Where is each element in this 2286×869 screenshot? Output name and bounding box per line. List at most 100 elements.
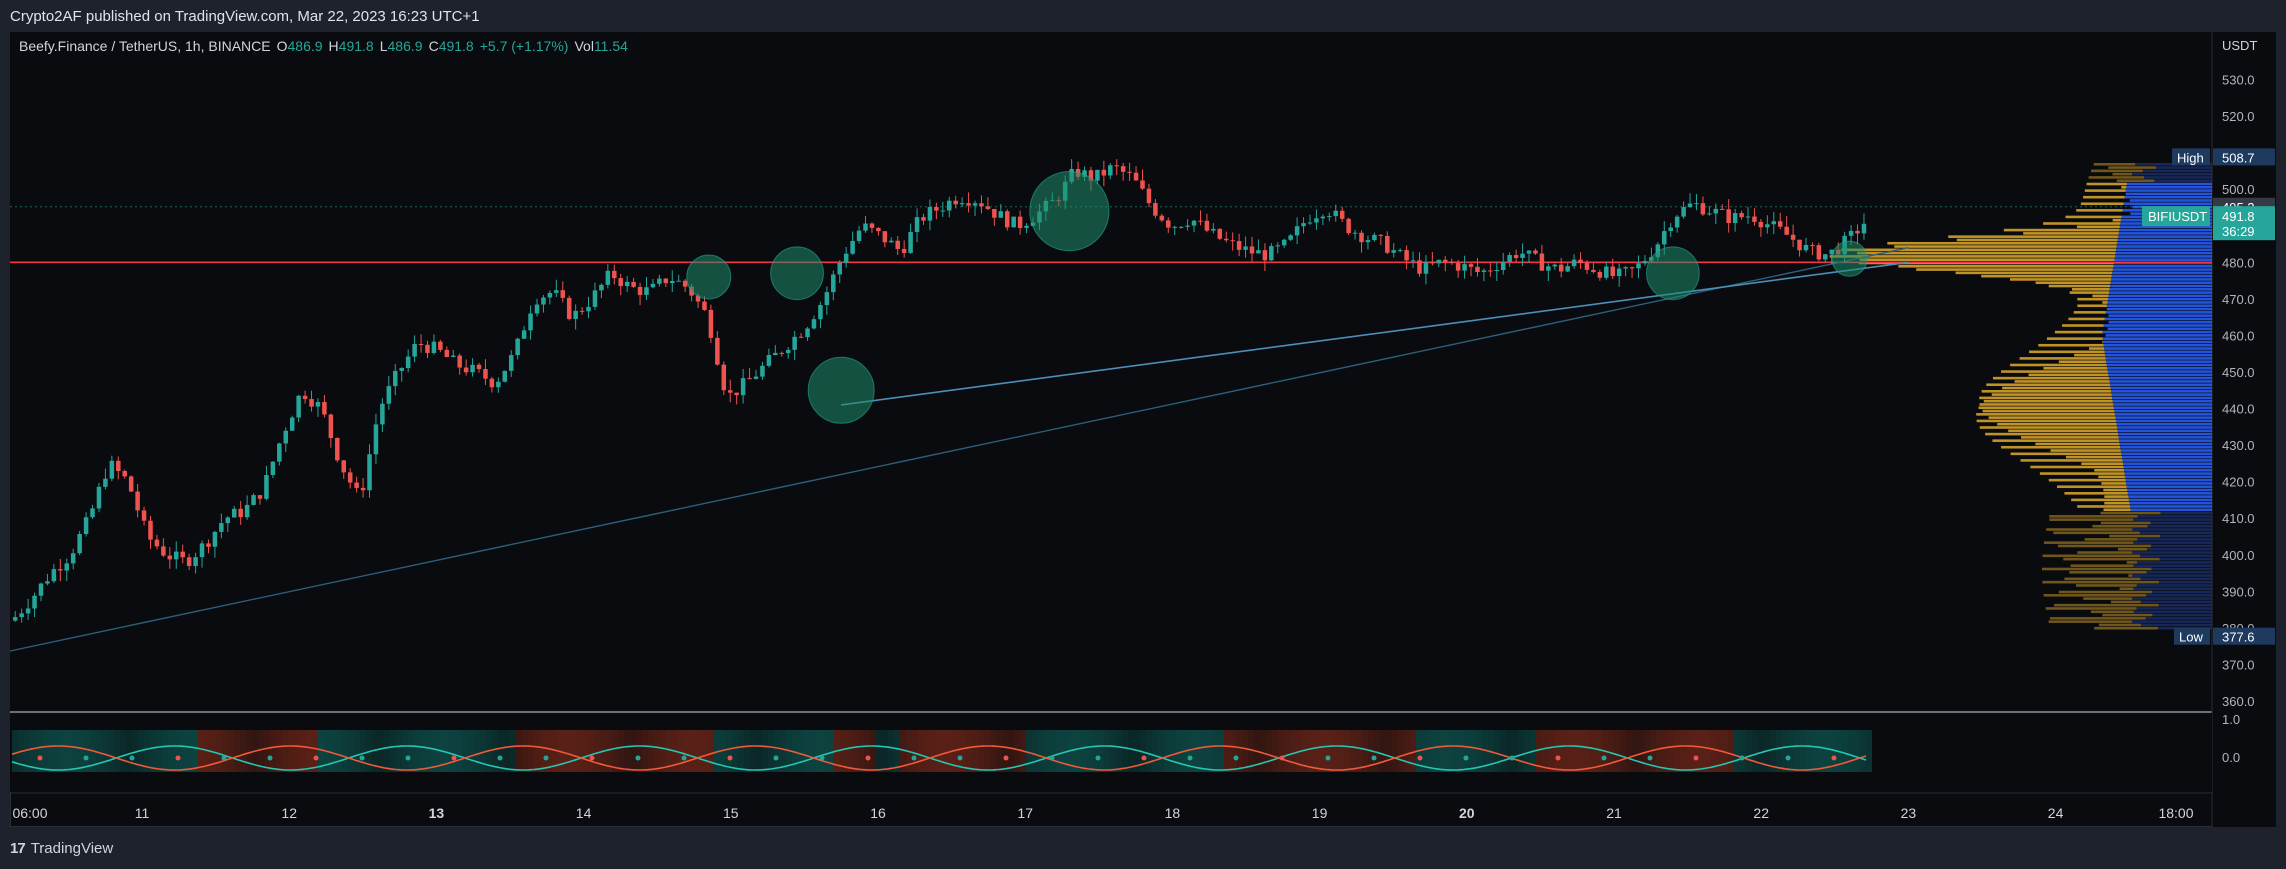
oscillator-band [408,730,414,772]
oscillator-band [1248,730,1254,772]
oscillator-band [1362,730,1368,772]
volume-profile-bar [2133,541,2212,544]
volume-profile-bar [1948,235,2119,238]
volume-profile-bar [2136,607,2212,610]
oscillator-band [984,730,990,772]
candle-body [1166,220,1171,228]
volume-profile-bar [2116,179,2155,183]
footer: 17 TradingView [0,827,2286,869]
oscillator-band [1056,730,1062,772]
oscillator-dot [1785,755,1791,761]
volume-value: 11.54 [593,38,628,54]
oscillator-band [186,730,192,772]
candle-body [1455,263,1461,271]
volume-profile-bar [2107,366,2212,370]
volume-profile-bar [2070,564,2134,567]
oscillator-dot [1831,755,1837,761]
volume-profile-bar [2130,508,2212,512]
candle-body [1281,239,1287,246]
candle-body [612,270,617,279]
oscillator-dot [221,755,227,761]
oscillator-band [1572,730,1578,772]
oscillator-band [1074,730,1080,772]
volume-profile-bar [2127,488,2212,492]
oscillator-band [534,730,540,772]
volume-profile-bar [2090,610,2134,614]
tradingview-logo[interactable]: 17 TradingView [10,840,113,857]
oscillator-band [1386,730,1392,772]
candle-body [1578,259,1583,263]
symbol-title[interactable]: Beefy.Finance / TetherUS, 1h, BINANCE [19,38,271,54]
oscillator-band [1434,730,1440,772]
volume-profile-bar [2106,363,2212,367]
oscillator-band [1266,730,1272,772]
oscillator-band [1404,730,1410,772]
candle-body [914,217,920,232]
oscillator-band [942,730,948,772]
oscillator-dot [1187,755,1193,761]
axis-currency: USDT [2222,38,2257,53]
oscillator-band [1290,730,1296,772]
oscillator-band [306,730,312,772]
volume-profile-bar [2048,284,2111,288]
volume-profile-bar [2155,166,2212,169]
volume-profile-bar [2069,570,2147,574]
oscillator-band [1446,730,1452,772]
candle-body [631,281,636,287]
candle-body [1365,240,1371,243]
oscillator-band [1086,730,1092,772]
volume-profile-bar [2101,482,2127,485]
candle-body [1668,227,1673,232]
oscillator-band [318,730,324,772]
candle-body [231,508,237,518]
oscillator-band [1428,730,1434,772]
highlight-circle [686,254,732,300]
oscillator-band [576,730,582,772]
candle-body [277,443,282,462]
oscillator-band [1728,730,1734,772]
oscillator-band [54,730,60,772]
volume-profile-bar [2124,195,2212,199]
y-tick-label: 390.0 [2222,584,2255,599]
volume-profile-bar [2141,623,2212,627]
volume-profile-bar [2110,281,2212,285]
candle-body [1082,170,1087,177]
oscillator-band [1512,730,1518,772]
volume-profile-bar [2083,597,2133,600]
volume-profile-bar [2126,186,2212,189]
candle-body [637,286,643,295]
volume-profile-bar [1841,248,2117,252]
oscillator-band [246,730,252,772]
candle-body [1546,266,1551,271]
y-tick-label: 460.0 [2222,328,2255,343]
candle-body [1500,261,1506,271]
volume-profile-bar [2106,304,2212,308]
volume-profile-bar [2126,482,2212,485]
candle-body [135,491,140,511]
volume-profile-bar [1857,251,2116,255]
candle-body [554,290,559,293]
high-price-label-bg [2213,148,2275,166]
candle-body [212,531,218,547]
volume-profile-bar [2074,353,2106,357]
oscillator-band [822,730,828,772]
volume-profile-bar [2126,485,2212,489]
y-tick-label: 370.0 [2222,657,2255,672]
candle-body [341,460,346,473]
oscillator-band [1158,730,1164,772]
candle-body [1797,239,1802,251]
candle-body [1694,203,1699,205]
candle-body [1475,266,1480,272]
oscillator-band [78,730,84,772]
volume-profile-bar [2123,202,2212,206]
oscillator-band [1752,730,1758,772]
volume-profile-bar [2035,281,2111,285]
candle-body [528,313,533,331]
oscillator-band [624,730,630,772]
oscillator-band [240,730,246,772]
volume-profile-bar [2088,347,2105,350]
candle-body [25,608,31,614]
volume-profile-bar [2129,199,2212,202]
candle-body [1552,264,1558,267]
